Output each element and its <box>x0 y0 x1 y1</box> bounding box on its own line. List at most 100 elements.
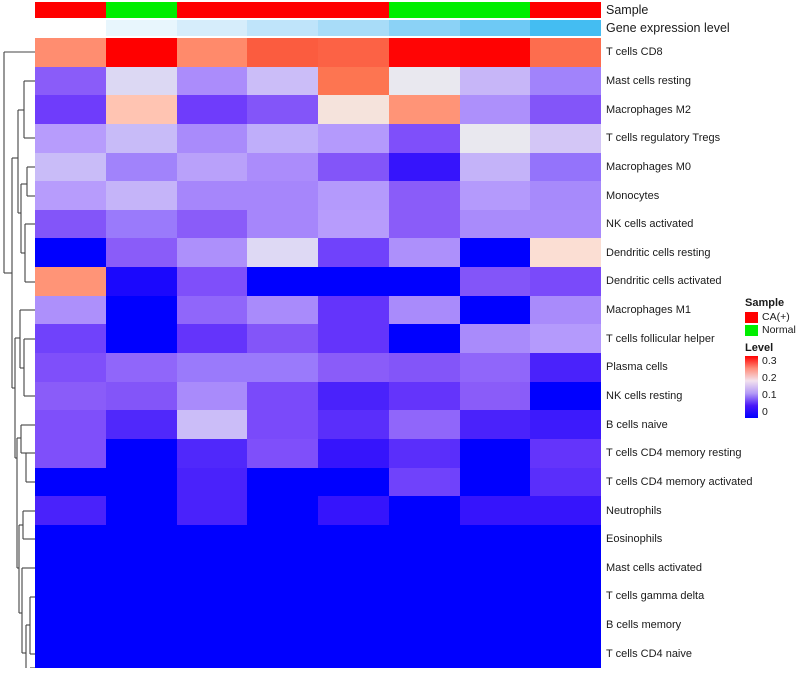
row-label: Macrophages M2 <box>606 103 691 116</box>
heatmap-cell <box>35 209 106 239</box>
heatmap-cell <box>247 353 318 382</box>
heatmap-cell <box>388 582 460 611</box>
heatmap-cell <box>247 639 318 668</box>
gene-expression-anno-cell <box>247 20 318 36</box>
heatmap-cell <box>176 410 248 439</box>
heatmap-cell <box>459 438 531 468</box>
legend-level-tick: 0.2 <box>762 372 777 384</box>
heatmap-cell <box>176 152 248 182</box>
heatmap-cell <box>176 639 248 668</box>
heatmap-cell <box>35 353 106 382</box>
heatmap-cell <box>247 496 318 525</box>
heatmap-cell <box>176 66 248 96</box>
heatmap-cell <box>176 123 248 153</box>
heatmap-cell <box>318 209 389 239</box>
row-label: Macrophages M0 <box>606 160 691 173</box>
heatmap-cell <box>105 496 177 525</box>
row-label: T cells CD4 memory resting <box>606 447 742 460</box>
heatmap-cell <box>35 496 106 525</box>
row-label: Eosinophils <box>606 533 663 546</box>
heatmap-cell <box>388 66 460 96</box>
sample-anno-cell <box>176 2 248 18</box>
heatmap-cell <box>318 410 389 439</box>
heatmap-cell <box>459 496 531 525</box>
heatmap-cell <box>247 553 318 583</box>
heatmap-cell <box>388 295 460 325</box>
heatmap-cell <box>459 582 531 611</box>
heatmap-cell <box>388 267 460 296</box>
heatmap-cell <box>530 95 601 124</box>
heatmap-cell <box>105 267 177 296</box>
heatmap-cell <box>105 295 177 325</box>
legend-panel: Sample CA(+) Normal Level 0.3 0.2 0.1 0 <box>745 297 800 418</box>
sample-anno-cell <box>318 2 389 18</box>
heatmap-cell <box>105 610 177 640</box>
heatmap-cell <box>247 238 318 268</box>
row-label: NK cells activated <box>606 218 694 231</box>
heatmap-cell <box>388 553 460 583</box>
heatmap-cell <box>459 639 531 668</box>
heatmap-cell <box>530 295 601 325</box>
heatmap-cell <box>247 410 318 439</box>
heatmap-cell <box>176 209 248 239</box>
sample-annotation-label: Sample <box>606 3 649 17</box>
heatmap-cell <box>388 467 460 497</box>
gene-expression-anno-cell <box>105 20 177 36</box>
heatmap-cell <box>247 381 318 411</box>
heatmap-cell <box>459 152 531 182</box>
heatmap-cell <box>247 66 318 96</box>
heatmap-cell <box>318 639 389 668</box>
heatmap-cell <box>247 467 318 497</box>
heatmap-cell <box>105 209 177 239</box>
heatmap-cell <box>105 38 177 67</box>
heatmap-cell <box>318 152 389 182</box>
heatmap-cell <box>318 38 389 67</box>
gene-expression-anno-cell <box>318 20 389 36</box>
heatmap-cell <box>105 152 177 182</box>
heatmap-cell <box>459 353 531 382</box>
heatmap-cell <box>105 123 177 153</box>
heatmap-cell <box>530 66 601 96</box>
heatmap-cell <box>247 610 318 640</box>
heatmap-cell <box>35 123 106 153</box>
heatmap-cell <box>247 152 318 182</box>
legend-level-block: Level 0.3 0.2 0.1 0 <box>745 342 800 418</box>
heatmap-cell <box>459 553 531 583</box>
heatmap-cell <box>105 238 177 268</box>
heatmap-cell <box>530 267 601 296</box>
heatmap-cell <box>35 295 106 325</box>
heatmap-cell <box>176 381 248 411</box>
heatmap-cell <box>105 381 177 411</box>
sample-annotation-bar <box>35 2 601 18</box>
row-label: NK cells resting <box>606 389 683 402</box>
heatmap-cell <box>459 295 531 325</box>
heatmap-cell <box>247 524 318 554</box>
heatmap-cell <box>530 123 601 153</box>
heatmap-cell <box>530 467 601 497</box>
sample-anno-cell <box>35 2 106 18</box>
heatmap-cell <box>176 267 248 296</box>
heatmap-cell <box>176 181 248 210</box>
heatmap-cell <box>105 95 177 124</box>
heatmap-cell <box>388 181 460 210</box>
heatmap-cell <box>318 123 389 153</box>
legend-level-body: 0.3 0.2 0.1 0 <box>745 356 800 418</box>
row-label: T cells follicular helper <box>606 332 715 345</box>
heatmap-cell <box>176 582 248 611</box>
legend-level-tick: 0.3 <box>762 355 777 367</box>
heatmap-cell <box>176 467 248 497</box>
heatmap-cell <box>105 639 177 668</box>
heatmap-cell <box>318 496 389 525</box>
heatmap-cell <box>318 324 389 353</box>
heatmap-cell <box>318 295 389 325</box>
heatmap-cell <box>176 496 248 525</box>
heatmap-cell <box>459 410 531 439</box>
heatmap-cell <box>35 610 106 640</box>
legend-sample-item-label: CA(+) <box>762 310 790 323</box>
heatmap-cell <box>318 66 389 96</box>
heatmap-cell <box>176 438 248 468</box>
heatmap-cell <box>247 438 318 468</box>
row-label: T cells CD8 <box>606 46 663 59</box>
heatmap-cell <box>459 238 531 268</box>
